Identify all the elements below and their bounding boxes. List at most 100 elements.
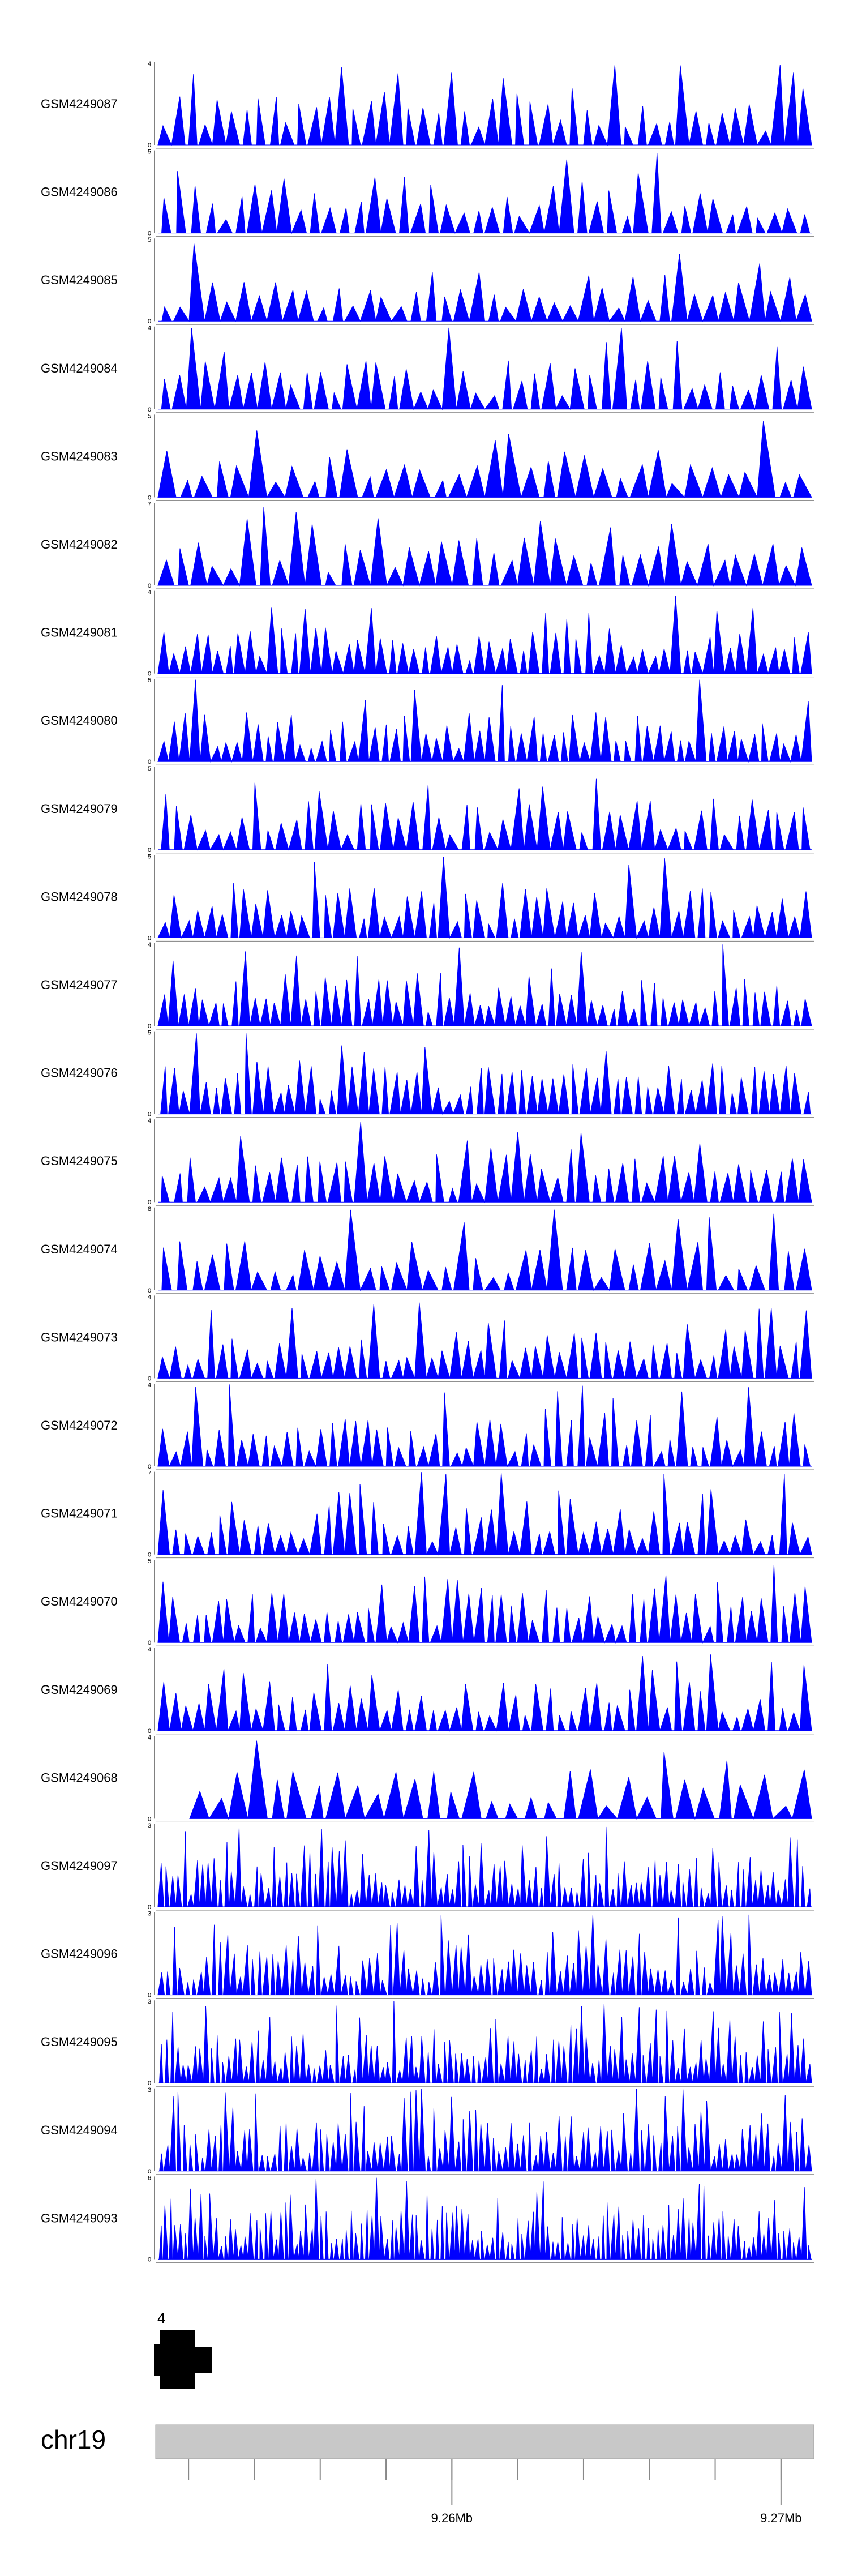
sample-label: GSM4249094 [41,2123,118,2137]
coverage-area [158,153,812,234]
y-min-label: 0 [148,2256,151,2263]
y-min-label: 0 [148,230,151,237]
coverage-area [158,1209,812,1291]
y-min-label: 0 [148,1023,151,1030]
sample-label: GSM4249096 [41,1947,118,1961]
track-GSM4249068: GSM4249068 4 0 [41,1734,814,1822]
y-min-label: 0 [148,1552,151,1559]
y-min-label: 0 [148,494,151,501]
y-min-label: 0 [148,1111,151,1118]
y-max-label: 3 [148,2087,151,2094]
y-min-label: 0 [148,142,151,149]
y-max-label: 7 [148,1470,151,1477]
track-GSM4249085: GSM4249085 5 0 [41,237,814,325]
track-GSM4249074: GSM4249074 8 0 [41,1206,814,1294]
y-min-label: 0 [148,1728,151,1735]
y-max-label: 5 [148,677,151,684]
y-max-label: 3 [148,1999,151,2005]
chromosome-label: chr19 [41,2425,106,2454]
track-GSM4249096: GSM4249096 3 0 [41,1911,814,1999]
coverage-area [157,1914,812,1996]
sample-label: GSM4249083 [41,449,118,463]
track-GSM4249087: GSM4249087 4 0 [41,61,814,149]
y-min-label: 0 [148,1992,151,1999]
sample-label: GSM4249085 [41,273,118,287]
y-max-label: 5 [148,853,151,860]
y-max-label: 8 [148,1206,151,1213]
axis-tick-label: 9.26Mb [431,2511,473,2525]
y-max-label: 5 [148,237,151,243]
y-min-label: 0 [148,1199,151,1206]
axis-tick-label: 9.27Mb [760,2511,801,2525]
coverage-area [157,1384,812,1467]
coverage-area [158,327,812,410]
sample-label: GSM4249086 [41,185,118,199]
y-max-label: 4 [148,1118,151,1124]
track-GSM4249080: GSM4249080 5 0 [41,677,814,765]
y-max-label: 4 [148,325,151,332]
track-GSM4249097: GSM4249097 3 0 [41,1822,814,1911]
track-GSM4249083: GSM4249083 5 0 [41,413,814,501]
track-GSM4249079: GSM4249079 5 0 [41,765,814,854]
y-max-label: 4 [148,1294,151,1300]
y-min-label: 0 [148,1375,151,1382]
y-max-label: 3 [148,1822,151,1829]
sample-label: GSM4249097 [41,1859,118,1873]
gene-track: 4 [154,2309,212,2389]
gene-track-label: 4 [157,2309,165,2326]
track-GSM4249086: GSM4249086 5 0 [41,149,814,237]
coverage-area [157,944,812,1027]
y-min-label: 0 [148,2168,151,2175]
y-max-label: 5 [148,149,151,156]
sample-label: GSM4249069 [41,1683,118,1697]
coverage-area [157,857,812,939]
track-GSM4249095: GSM4249095 3 0 [41,1999,814,2087]
track-GSM4249078: GSM4249078 5 0 [41,853,814,942]
y-max-label: 5 [148,1558,151,1565]
sample-label: GSM4249081 [41,626,118,640]
y-min-label: 0 [148,406,151,413]
y-min-label: 0 [148,935,151,942]
coverage-area [157,507,812,587]
track-GSM4249075: GSM4249075 4 0 [41,1118,814,1206]
gene-block [195,2347,212,2373]
coverage-area [158,1033,812,1115]
y-max-label: 4 [148,1646,151,1653]
coverage-area [158,2001,812,2083]
y-max-label: 5 [148,413,151,420]
coverage-area [157,596,812,675]
gene-block [160,2330,195,2389]
sample-label: GSM4249070 [41,1594,118,1608]
track-GSM4249073: GSM4249073 4 0 [41,1294,814,1382]
coverage-area [158,2089,812,2172]
y-min-label: 0 [148,1287,151,1294]
track-GSM4249071: GSM4249071 7 0 [41,1470,814,1559]
track-GSM4249082: GSM4249082 7 0 [41,501,814,589]
y-min-label: 0 [148,847,151,854]
y-min-label: 0 [148,2080,151,2087]
coverage-area [157,65,812,146]
y-min-label: 0 [148,1640,151,1646]
y-max-label: 7 [148,501,151,508]
track-GSM4249076: GSM4249076 5 0 [41,1030,814,1118]
y-max-label: 3 [148,1911,151,1918]
y-max-label: 4 [148,589,151,596]
sample-label: GSM4249074 [41,1242,118,1256]
coverage-area [157,1472,812,1556]
y-min-label: 0 [148,583,151,589]
y-min-label: 0 [148,318,151,325]
y-min-label: 0 [148,1904,151,1911]
coverage-area [158,2177,812,2260]
sample-label: GSM4249068 [41,1770,118,1785]
sample-label: GSM4249075 [41,1154,118,1168]
sample-label: GSM4249076 [41,1066,118,1080]
gene-block [154,2344,161,2376]
coverage-area [157,1826,812,1907]
y-max-label: 4 [148,61,151,67]
y-max-label: 6 [148,2175,151,2181]
coverage-area [158,243,812,323]
sample-label: GSM4249095 [41,2035,118,2049]
y-max-label: 4 [148,1382,151,1389]
